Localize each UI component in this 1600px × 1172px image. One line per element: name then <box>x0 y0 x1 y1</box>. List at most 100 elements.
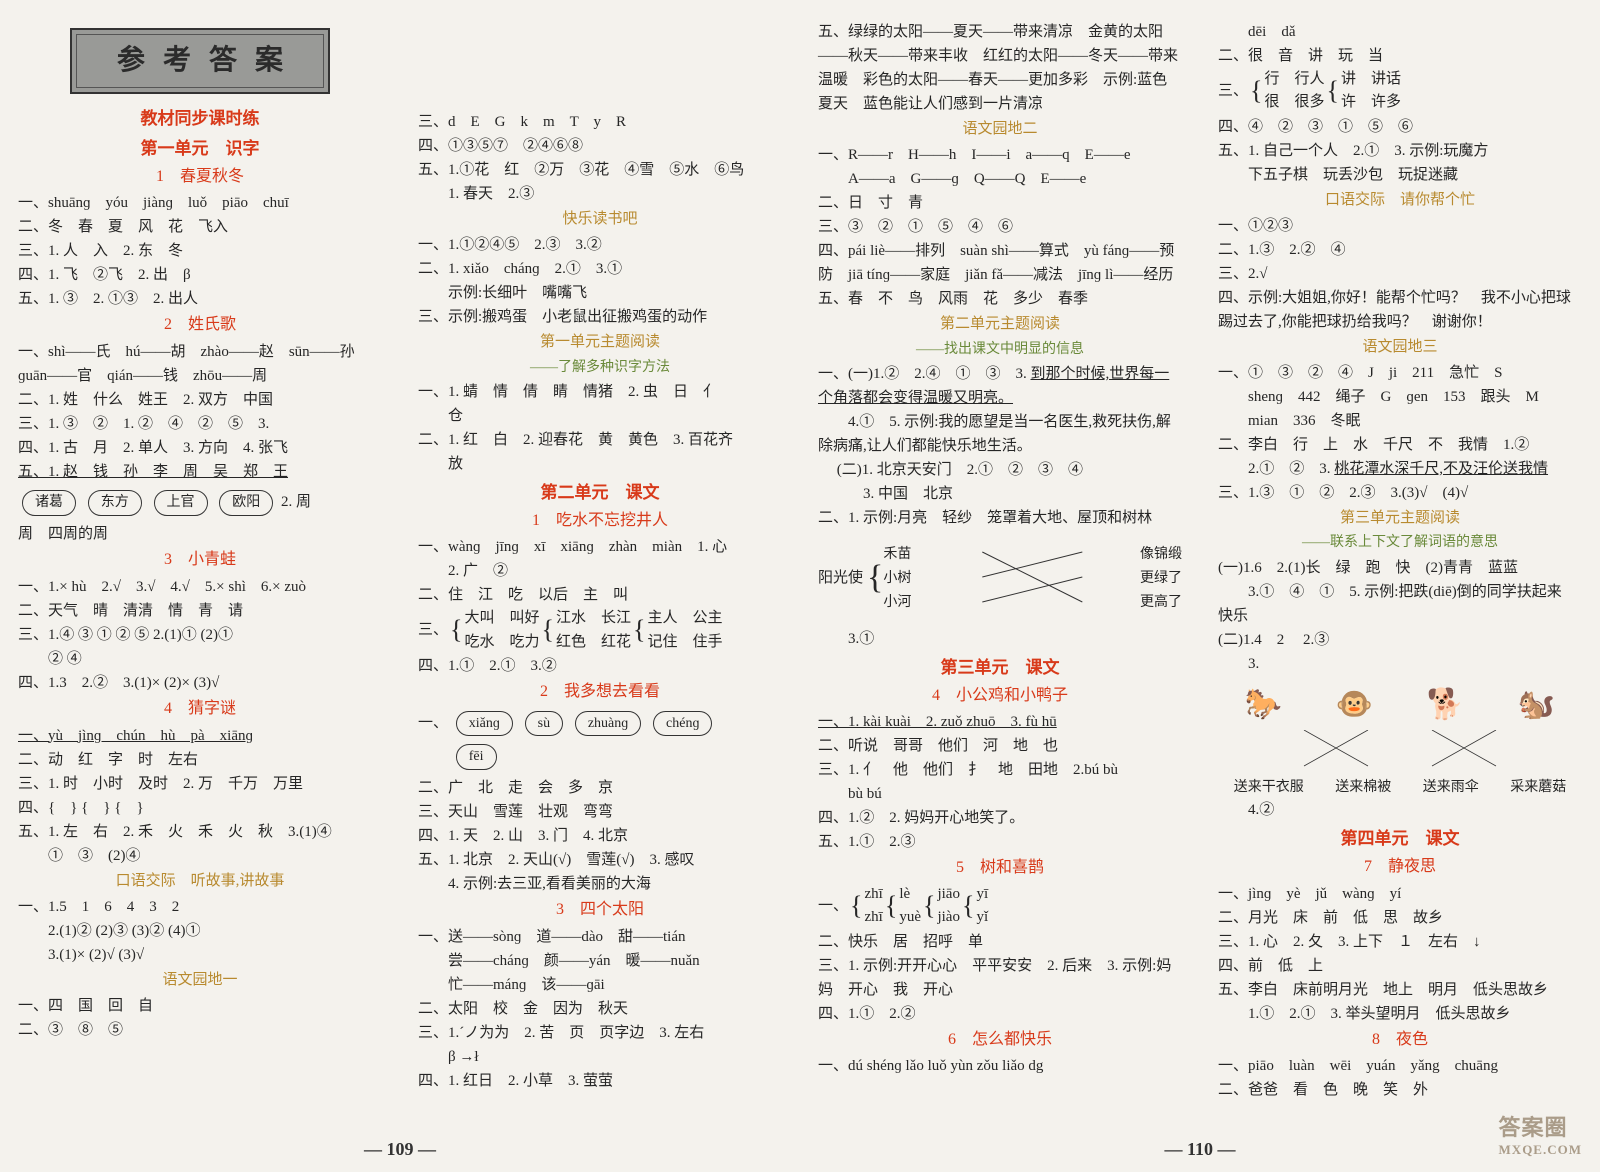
ans: 周 四周的周 <box>18 522 382 546</box>
ans: 四、1.② 2. 妈妈开心地笑了。 <box>818 806 1182 830</box>
column-4: dēi dǎ 二、很 音 讲 玩 当 三、 {行 行人很 很多 {讲 讲话许 许… <box>1200 0 1600 1172</box>
ans: 一、四 国 回 自 <box>18 994 382 1018</box>
ans: 三、d E G k m T y R <box>418 110 782 134</box>
animal-icons: 🐎 🐵 🐕 🐿️ <box>1218 682 1582 729</box>
animal-match-lines-icon <box>1218 730 1582 770</box>
ans: 一、① ③ ② ④ J ji 211 急忙 S <box>1218 361 1582 385</box>
ans: 四、1.① 2.① 3.② <box>418 654 782 678</box>
lesson-3-2: 5 树和喜鹊 <box>818 856 1182 881</box>
ans: 五、绿绿的太阳——夏天——带来清凉 金黄的太阳——秋天——带来丰收 红红的太阳—… <box>818 20 1182 116</box>
topic-3-sub: ——联系上下文了解词语的意思 <box>1218 532 1582 554</box>
pill-row: 一、 xiǎnɡ sù zhuànɡ chénɡ <box>418 709 782 739</box>
ans: 二、爸爸 看 色 晚 笑 外 <box>1218 1078 1582 1102</box>
ans: 1. 春天 2.③ <box>418 182 782 206</box>
lesson-1-4: 4 猜字谜 <box>18 697 382 722</box>
ans: 五、1. 赵 钱 孙 李 周 吴 郑 王 <box>18 460 382 484</box>
ans: 一、shì——氏 hú——胡 zhào——赵 sūn——孙 ɡuān——官 qi… <box>18 340 382 388</box>
pill: 东方 <box>88 490 142 516</box>
kouyu-3: 口语交际 请你帮个忙 <box>1218 189 1582 212</box>
ans: 三、示例:搬鸡蛋 小老鼠出征搬鸡蛋的动作 <box>418 305 782 329</box>
unit-1: 第一单元 识字 <box>18 136 382 162</box>
ans: 放 <box>418 452 782 476</box>
ans: (二)1. 北京天安门 2.① ② ③ ④ <box>818 458 1182 482</box>
ans: 五、李白 床前明月光 地上 明月 低头思故乡 <box>1218 978 1582 1002</box>
ans: 二、住 江 吃 以后 主 叫 <box>418 583 782 607</box>
ans: 二、1. xiǎo chánɡ 2.① 3.① <box>418 257 782 281</box>
ans: 仓 <box>418 404 782 428</box>
brace-row: 三、{ 大叫 叫好吃水 吃力 { 江水 长江红色 红花 { 主人 公主记住 住手 <box>418 607 782 654</box>
ans: 2.① ② 3. 桃花潭水深千尺,不及汪伦送我情 <box>1218 457 1582 481</box>
ans: 一、wànɡ jīnɡ xī xiānɡ zhàn miàn 1. 心 <box>418 535 782 559</box>
column-1: 参考答案 教材同步课时练 第一单元 识字 1 春夏秋冬 一、shuānɡ yóu… <box>0 0 400 1172</box>
ans: 三、1.ˊノ为为 2. 苦 页 页字边 3. 左右 <box>418 1021 782 1045</box>
ans: 一、1. 蜻 情 倩 睛 情猪 2. 虫 日 亻 <box>418 380 782 404</box>
pill: 上官 <box>154 490 208 516</box>
ans: 下五子棋 玩丢沙包 玩捉迷藏 <box>1218 163 1582 187</box>
squirrel-icon: 🐿️ <box>1518 682 1555 729</box>
ans: 三、1. 时 小时 及时 2. 万 千万 万里 <box>18 772 382 796</box>
ans: ① ③ (2)④ <box>18 844 382 868</box>
unit-2: 第二单元 课文 <box>418 480 782 506</box>
happy-read: 快乐读书吧 <box>418 208 782 231</box>
ans: bù bú <box>818 782 1182 806</box>
ans: A——a G——ɡ Q——Q E——e <box>818 167 1182 191</box>
topic-2-sub: ——找出课文中明显的信息 <box>818 339 1182 361</box>
ans: 4.② <box>1218 798 1582 822</box>
page-num-left: — 109 — <box>0 1139 800 1160</box>
ans: 一、shuānɡ yóu jiànɡ luǒ piāo chuī <box>18 191 382 215</box>
yuandian-3: 语文园地三 <box>1218 336 1582 359</box>
pill-row: 诸葛 东方 上官 欧阳 2. 周 <box>18 488 382 518</box>
topic-2: 第二单元主题阅读 <box>818 313 1182 336</box>
ans: 二、太阳 校 金 因为 秋天 <box>418 997 782 1021</box>
ans: (二)1.4 2 2.③ <box>1218 628 1582 652</box>
ans: 一、(一)1.② 2.④ ① ③ 3. 到那个时候,世界每一个角落都会变得温暖又… <box>818 362 1182 410</box>
column-3: 五、绿绿的太阳——夏天——带来清凉 金黄的太阳——秋天——带来丰收 红红的太阳—… <box>800 0 1200 1172</box>
ans: 一、1.5 1 6 4 3 2 <box>18 895 382 919</box>
ans: 五、1. 左 右 2. 禾 火 禾 火 秋 3.(1)④ <box>18 820 382 844</box>
ans: 五、1. 北京 2. 天山(√) 雪莲(√) 3. 感叹 <box>418 848 782 872</box>
topic-1-sub: ——了解多种识字方法 <box>418 357 782 379</box>
ans: 四、前 低 上 <box>1218 954 1582 978</box>
ans: 二、冬 春 夏 风 花 飞入 <box>18 215 382 239</box>
ans: 三、2.√ <box>1218 262 1582 286</box>
ans: 一、①②③ <box>1218 214 1582 238</box>
lesson-1-2: 2 姓氏歌 <box>18 313 382 338</box>
column-2: 三、d E G k m T y R 四、①③⑤⑦ ②④⑥⑧ 五、1.①花 红 ②… <box>400 0 800 1172</box>
ans: 3. 中国 北京 <box>818 482 1182 506</box>
match-labels: 送来干衣服 送来棉被 送来雨伞 采来蘑菇 <box>1218 777 1582 799</box>
pill: 诸葛 <box>22 490 76 516</box>
topic-1: 第一单元主题阅读 <box>418 331 782 354</box>
ans: 忙——mánɡ 该——ɡāi <box>418 973 782 997</box>
ans: ② ④ <box>18 647 382 671</box>
ans: 一、jìnɡ yè jǔ wànɡ yí <box>1218 882 1582 906</box>
ans: 4. 示例:去三亚,看看美丽的大海 <box>418 872 782 896</box>
ans: 二、广 北 走 会 多 京 <box>418 776 782 800</box>
ans: 一、1. kài kuài 2. zuǒ zhuō 3. fù hū <box>818 710 1182 734</box>
lesson-4-1: 7 静夜思 <box>1218 855 1582 880</box>
ans: 四、1. 天 2. 山 3. 门 4. 北京 <box>418 824 782 848</box>
ans: 一、dú shénɡ lǎo luǒ yùn zǒu liǎo dg <box>818 1054 1182 1078</box>
ans: 三、1.③ ① ② 2.③ 3.(3)√ (4)√ <box>1218 481 1582 505</box>
ans: 四、1.3 2.② 3.(1)× (2)× (3)√ <box>18 671 382 695</box>
pill-tail: 2. 周 <box>281 494 311 510</box>
ans: 三、1.④ ③ ① ② ⑤ 2.(1)① (2)① <box>18 623 382 647</box>
ans: 3. <box>1218 652 1582 676</box>
ans: mian 336 冬眠 <box>1218 409 1582 433</box>
header-box: 参考答案 <box>70 28 330 94</box>
page-num-right: — 110 — <box>800 1139 1600 1160</box>
ans: 二、很 音 讲 玩 当 <box>1218 44 1582 68</box>
topic-3: 第三单元主题阅读 <box>1218 507 1582 530</box>
dog-icon: 🐕 <box>1427 682 1464 729</box>
ans: 3.① <box>818 627 1182 651</box>
unit-4: 第四单元 课文 <box>1218 826 1582 852</box>
ans: 二、李白 行 上 水 千尺 不 我情 1.② <box>1218 433 1582 457</box>
yuandian-2: 语文园地二 <box>818 118 1182 141</box>
ans: 3.① ④ ① 5. 示例:把跌(diē)倒的同学扶起来 快乐 <box>1218 580 1582 628</box>
ans: 二、③ ⑧ ⑤ <box>18 1018 382 1042</box>
ans: 1.① 2.① 3. 举头望明月 低头思故乡 <box>1218 1002 1582 1026</box>
ans: 一、yù jìnɡ chún hù pà xiānɡ <box>18 724 382 748</box>
ans: 二、动 红 字 时 左右 <box>18 748 382 772</box>
kouyu-1: 口语交际 听故事,讲故事 <box>18 870 382 893</box>
ans: 五、春 不 鸟 风雨 花 多少 春季 <box>818 287 1182 311</box>
ans: β →ł <box>418 1045 782 1069</box>
